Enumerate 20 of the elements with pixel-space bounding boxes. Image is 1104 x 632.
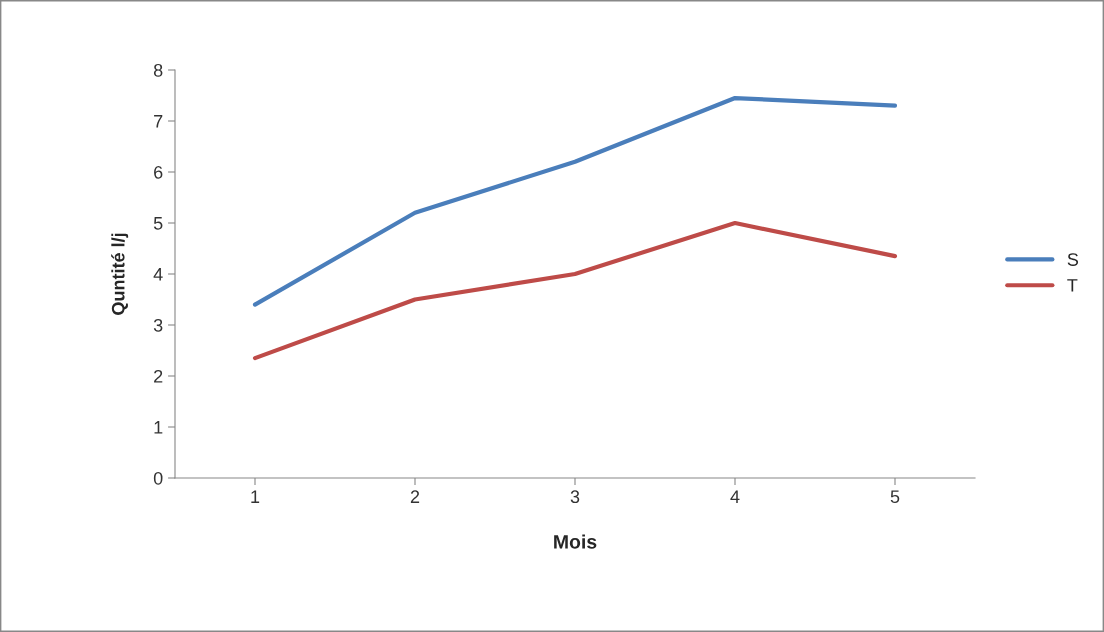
line-series bbox=[252, 220, 898, 361]
y-tick-label: 1 bbox=[154, 421, 163, 434]
y-tick-label: 3 bbox=[153, 318, 163, 332]
x-tick-label: 5 bbox=[890, 490, 900, 504]
x-tick-label: 2 bbox=[410, 490, 420, 503]
y-tick-label: 4 bbox=[153, 268, 163, 281]
y-tick-label: 5 bbox=[153, 217, 163, 230]
y-axis-title: Quntité l/j bbox=[111, 233, 129, 315]
legend-label: T bbox=[1067, 279, 1078, 292]
line-series bbox=[252, 95, 898, 307]
y-tick-label: 7 bbox=[154, 115, 163, 128]
y-tick-label: 0 bbox=[153, 471, 163, 485]
y-tick-label: 8 bbox=[153, 63, 163, 77]
legend-label: S bbox=[1067, 253, 1079, 266]
x-tick-label: 4 bbox=[730, 490, 740, 503]
x-axis-title: Mois bbox=[554, 534, 597, 549]
y-tick-label: 2 bbox=[154, 369, 163, 383]
y-tick-label: 6 bbox=[154, 165, 163, 179]
x-tick-label: 3 bbox=[570, 490, 580, 504]
x-tick-label: 1 bbox=[251, 490, 260, 503]
